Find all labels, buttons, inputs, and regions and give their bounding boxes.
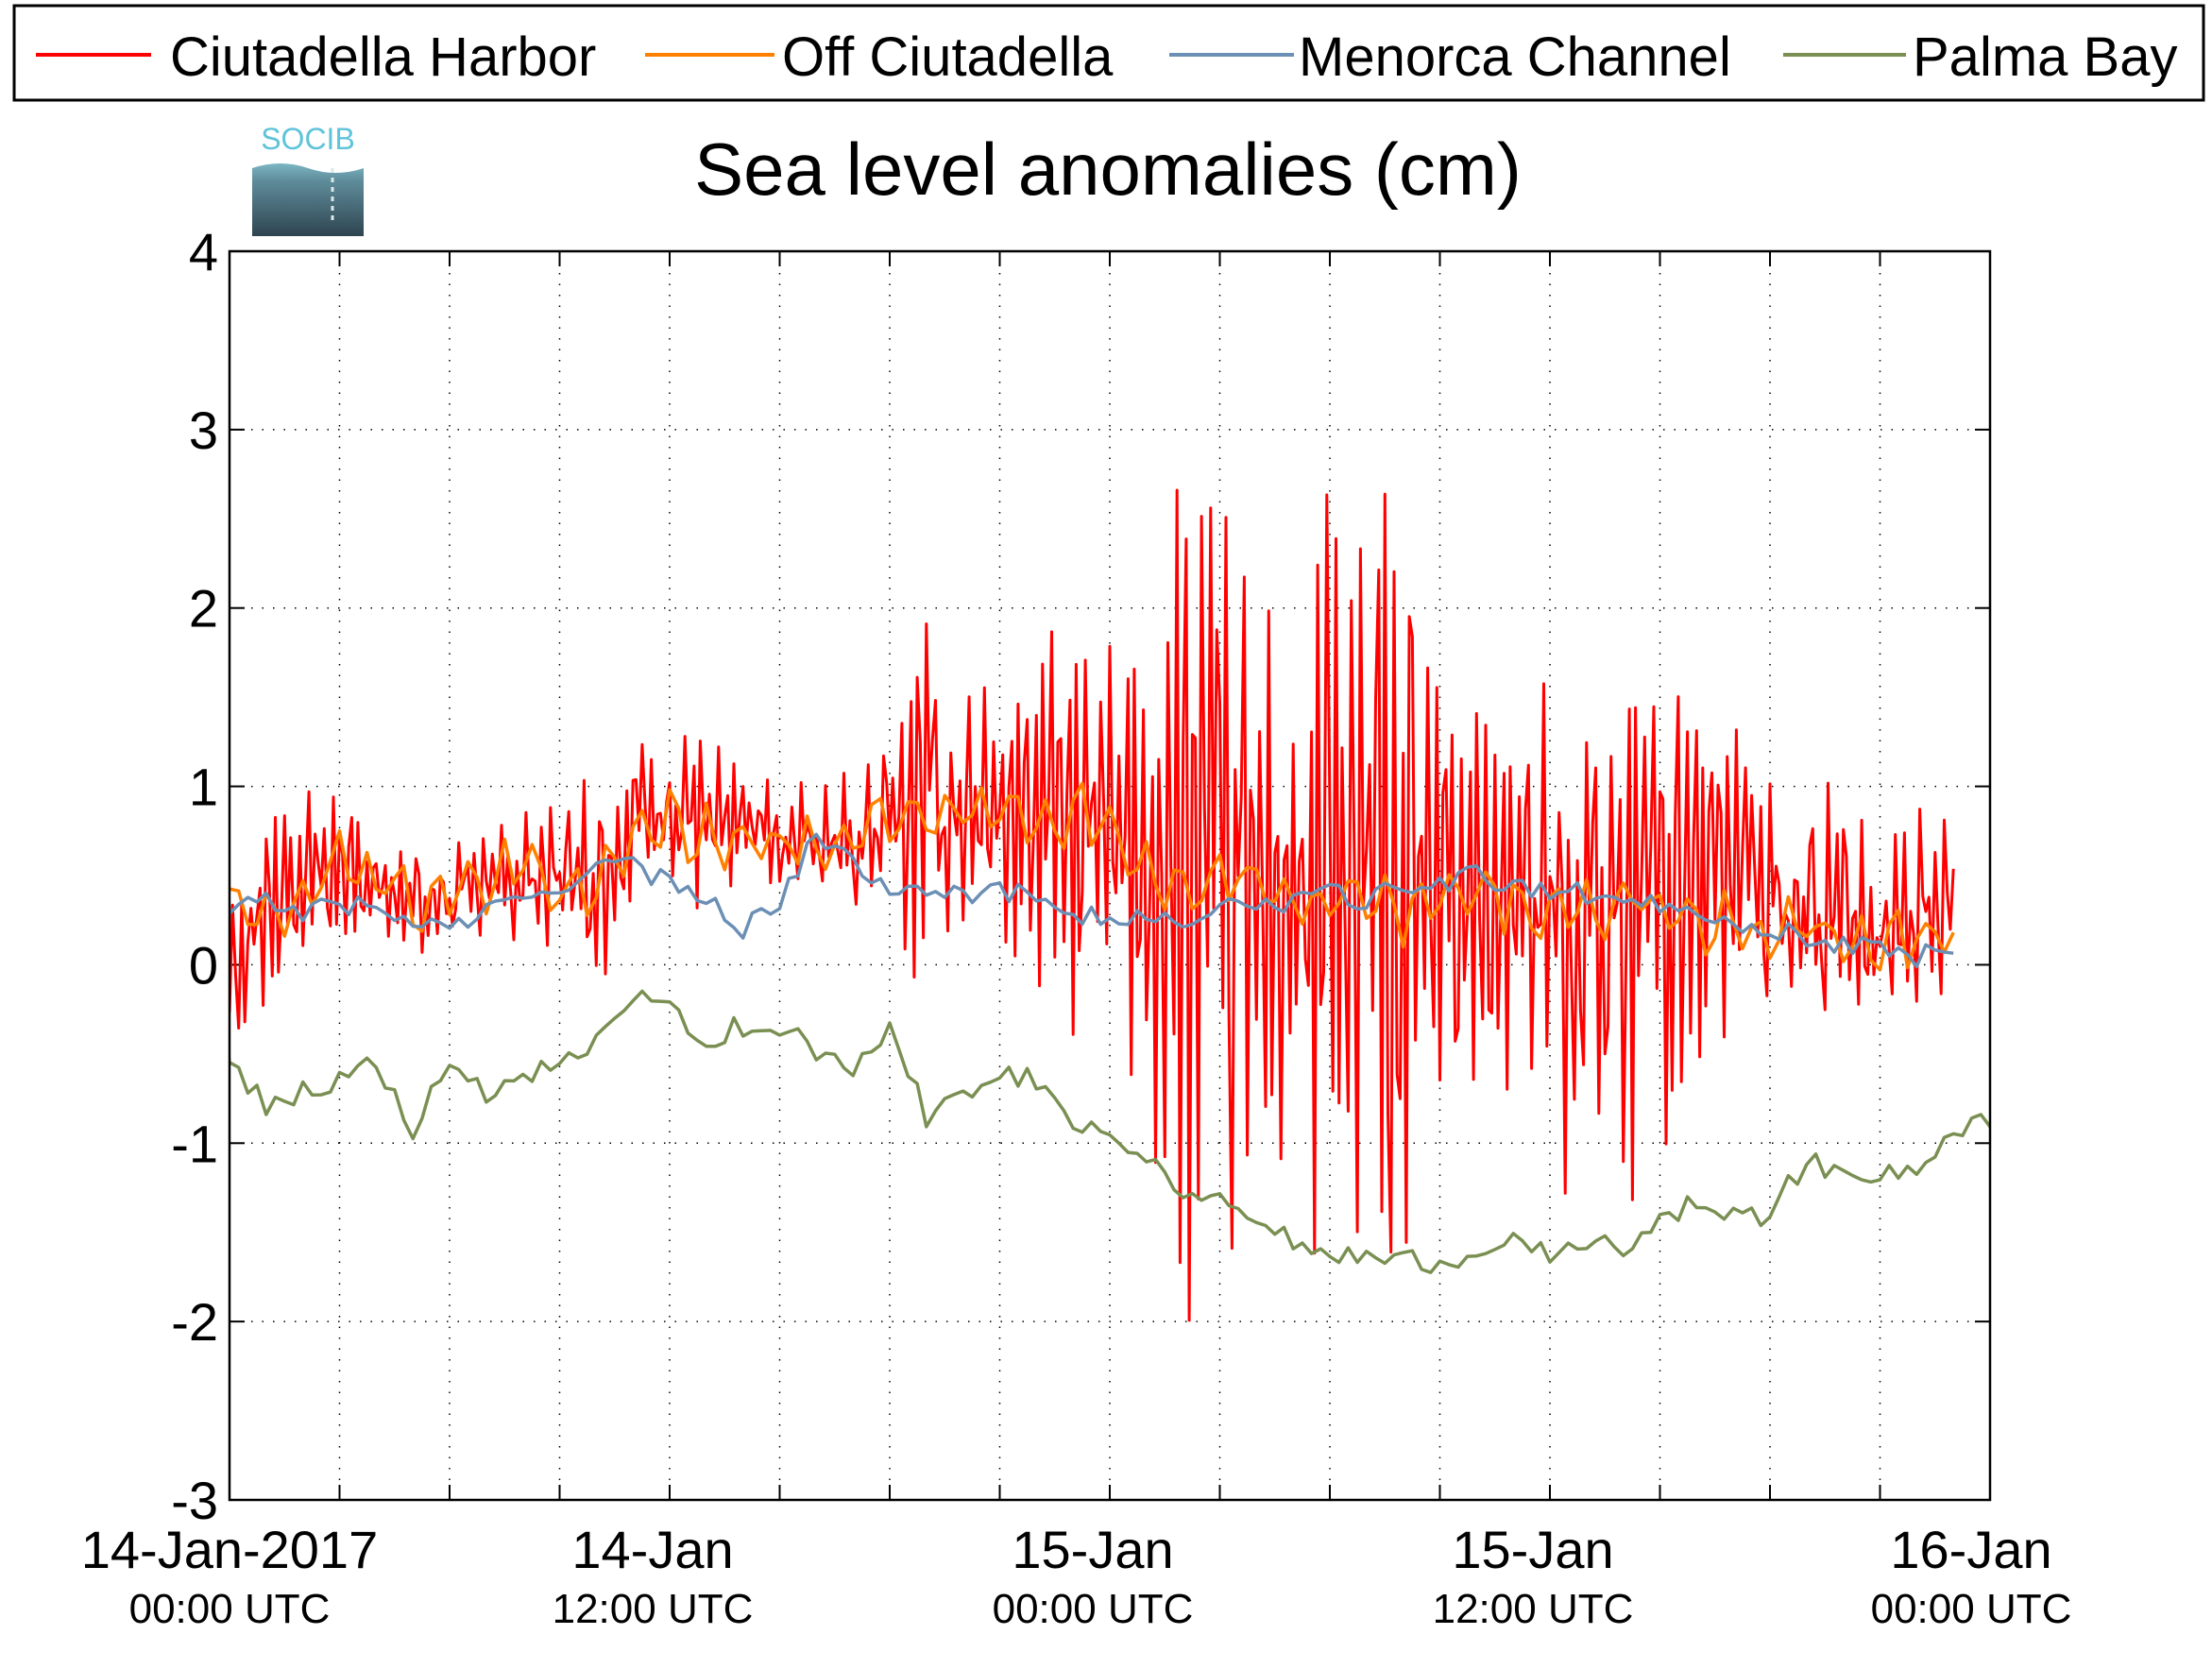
legend-label: Menorca Channel <box>1299 26 1731 88</box>
y-tick-label: 3 <box>189 400 218 460</box>
x-tick-time: 00:00 UTC <box>1871 1586 2072 1632</box>
x-tick-date: 15-Jan <box>1452 1520 1613 1579</box>
y-tick-label: -1 <box>171 1114 218 1173</box>
x-tick-time: 00:00 UTC <box>129 1586 331 1632</box>
series-line <box>230 989 1990 1274</box>
y-tick-label: 1 <box>189 758 218 817</box>
series-line <box>230 488 1955 1322</box>
series-line <box>230 832 1954 969</box>
chart-title: Sea level anomalies (cm) <box>694 128 1522 211</box>
y-tick-label: -3 <box>171 1471 218 1530</box>
x-axis: 14-Jan-2017 00:00 UTC 14-Jan 12:00 UTC 15-Ja… <box>81 1520 2072 1632</box>
legend: Ciutadella Harbor Off Ciutadella Menorca C… <box>36 26 2177 88</box>
y-axis: 4 3 2 1 0 -1 -2 -3 <box>171 222 218 1530</box>
legend-label: Palma Bay <box>1913 26 2177 88</box>
y-tick-label: 2 <box>189 579 218 639</box>
series-layer <box>230 488 1990 1322</box>
x-tick-date: 14-Jan-2017 <box>81 1520 378 1579</box>
y-tick-label: 4 <box>189 222 218 281</box>
plot-area <box>230 488 1990 1322</box>
x-tick-date: 15-Jan <box>1012 1520 1173 1579</box>
logo-text: SOCIB <box>261 122 355 156</box>
x-tick-date: 16-Jan <box>1890 1520 2051 1579</box>
legend-label: Off Ciutadella <box>782 26 1114 88</box>
plot-frame <box>228 249 1992 1502</box>
socib-logo: SOCIB <box>252 122 364 236</box>
legend-label: Ciutadella Harbor <box>170 26 596 88</box>
y-tick-label: 0 <box>189 935 218 995</box>
x-tick-time: 12:00 UTC <box>553 1586 754 1632</box>
x-tick-date: 14-Jan <box>571 1520 733 1579</box>
x-tick-time: 00:00 UTC <box>993 1586 1194 1632</box>
y-tick-label: -2 <box>171 1292 218 1352</box>
x-tick-time: 12:00 UTC <box>1433 1586 1634 1632</box>
